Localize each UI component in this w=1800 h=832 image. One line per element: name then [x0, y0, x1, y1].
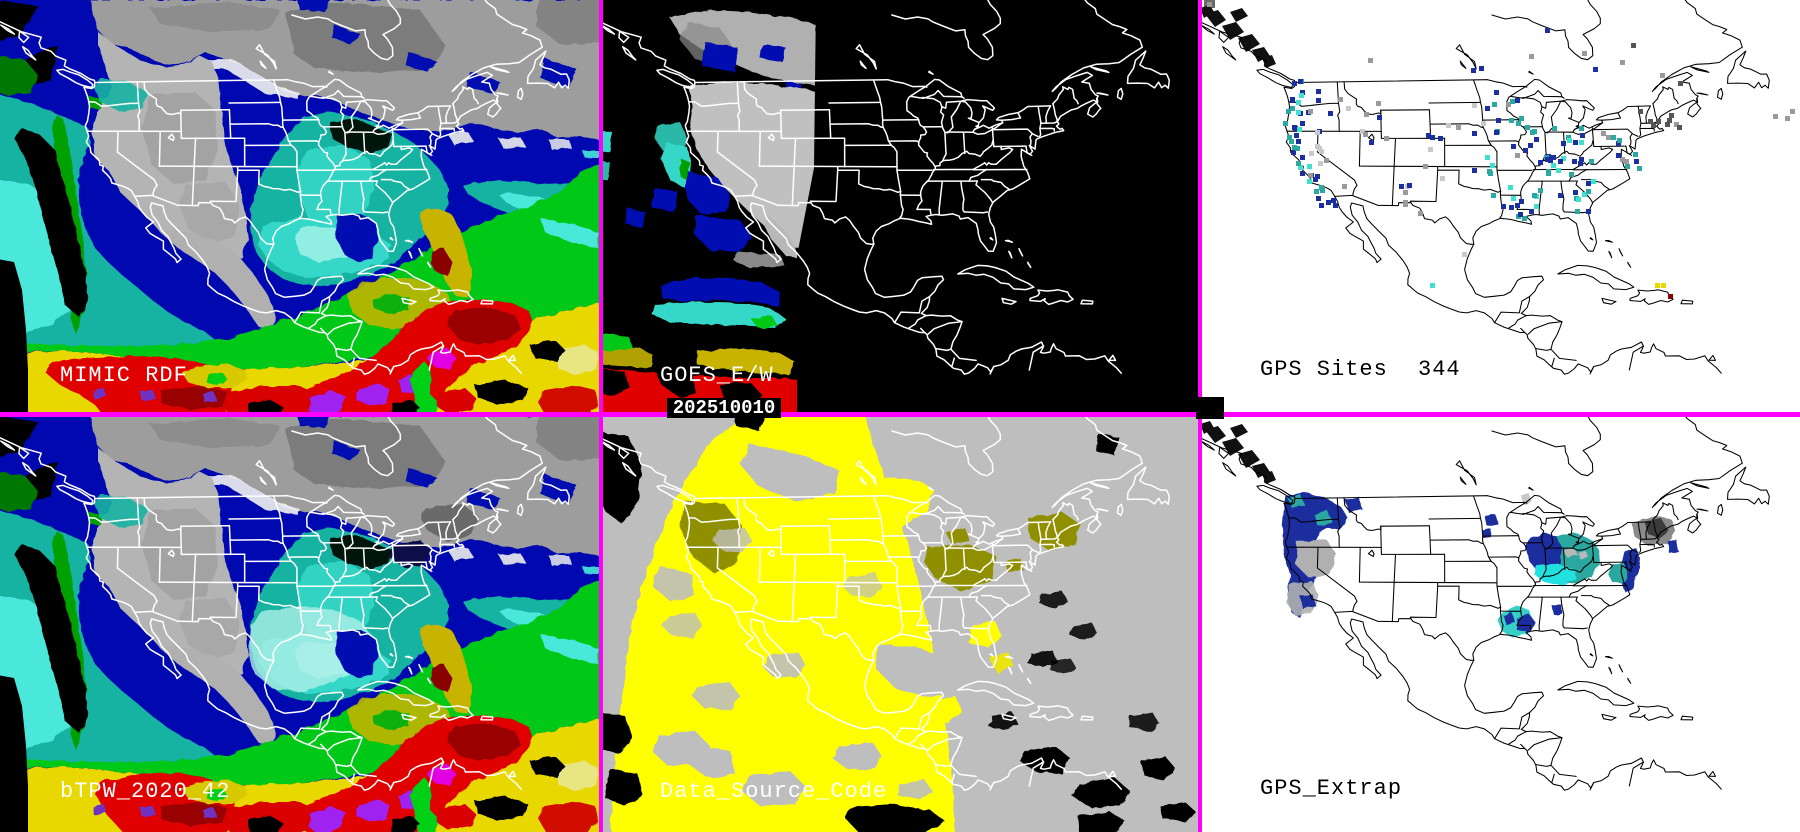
- svg-text:bTPW_2020_42: bTPW_2020_42: [60, 779, 230, 804]
- svg-text:344: 344: [1418, 357, 1461, 382]
- svg-text:GPS_Extrap: GPS_Extrap: [1260, 776, 1402, 801]
- svg-text:GOES_E/W: GOES_E/W: [660, 363, 774, 388]
- svg-text:MIMIC RDF: MIMIC RDF: [60, 363, 188, 388]
- svg-text:GPS Sites: GPS Sites: [1260, 357, 1388, 382]
- svg-text:Data_Source_Code: Data_Source_Code: [660, 779, 887, 804]
